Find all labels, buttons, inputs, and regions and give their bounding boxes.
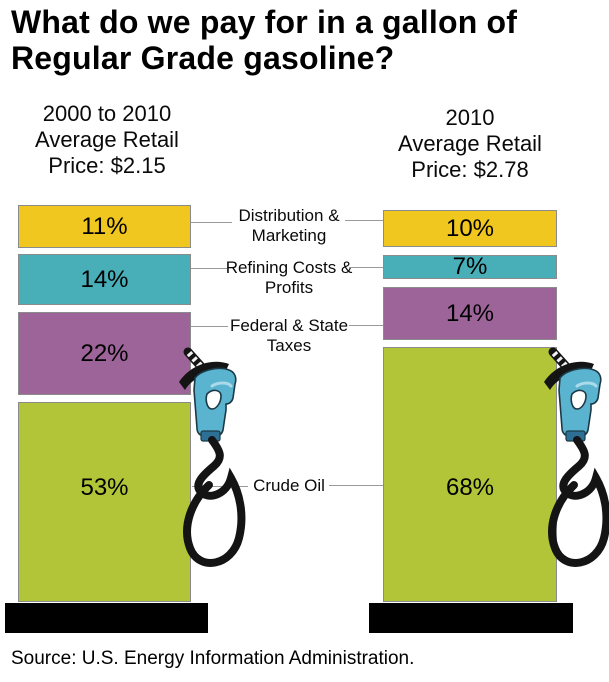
connector-line [191,326,228,327]
category-label-crude-oil: Crude Oil [204,476,374,496]
bar-segment-right-distribution-marketing: 10% [383,210,557,247]
bar-value-label: 10% [445,214,495,242]
bar-segment-left-crude-oil: 53% [18,402,191,602]
bar-value-label: 53% [80,474,129,501]
bar-value-label: 7% [452,253,488,280]
connector-line [191,222,232,223]
category-label-line: Marketing [251,226,327,245]
bar-value-label: 22% [80,339,129,367]
bar-value-label: 68% [445,474,495,501]
left-header-line1: 2000 to 2010 [42,101,172,126]
bar-segment-right-crude-oil: 68% [383,347,557,602]
left-header-line3: Price: $2.15 [48,153,166,178]
page-title-line1: What do we pay for in a gallon of [11,4,518,40]
gas-pump-nozzle-icon [544,347,609,567]
category-label-line: Crude Oil [253,476,325,495]
bar-value-label: 14% [80,265,129,293]
right-column-header: 2010 Average Retail Price: $2.78 [377,105,563,183]
category-label-federal-state-taxes: Federal & State Taxes [204,316,374,356]
connector-line [191,268,227,269]
bar-segment-right-refining-costs: 7% [383,253,557,280]
category-label-line: Distribution & [238,206,340,225]
right-header-line2: Average Retail [398,131,542,156]
connector-line [345,220,383,221]
left-header-line2: Average Retail [35,127,179,152]
connector-line [329,485,383,486]
category-label-line: Federal & State [229,316,349,335]
category-label-line: Refining Costs & [225,258,353,277]
connector-line [349,325,383,326]
page-title: What do we pay for in a gallon of Regula… [11,4,603,76]
category-label-line: Profits [264,278,314,297]
left-column-header: 2000 to 2010 Average Retail Price: $2.15 [14,101,200,179]
bar-value-label: 14% [445,299,495,327]
connector-line [192,486,248,487]
category-label-refining-costs: Refining Costs & Profits [204,258,374,298]
bar-segment-left-refining-costs: 14% [18,254,191,305]
right-header-line3: Price: $2.78 [411,157,529,182]
right-header-line1: 2010 [445,105,495,130]
bar-segment-left-federal-state-taxes: 22% [18,312,191,395]
category-label-line: Taxes [266,336,312,355]
right-column-pedestal [369,603,573,633]
bar-segment-left-distribution-marketing: 11% [18,205,191,248]
left-column-pedestal [5,603,208,633]
category-label-distribution-marketing: Distribution & Marketing [204,206,374,246]
gas-pump-nozzle-icon [179,347,246,567]
bar-segment-right-federal-state-taxes: 14% [383,287,557,340]
source-attribution: Source: U.S. Energy Information Administ… [11,648,415,669]
bar-value-label: 11% [81,212,128,240]
connector-line [349,267,383,268]
page-title-line2: Regular Grade gasoline? [11,40,395,76]
